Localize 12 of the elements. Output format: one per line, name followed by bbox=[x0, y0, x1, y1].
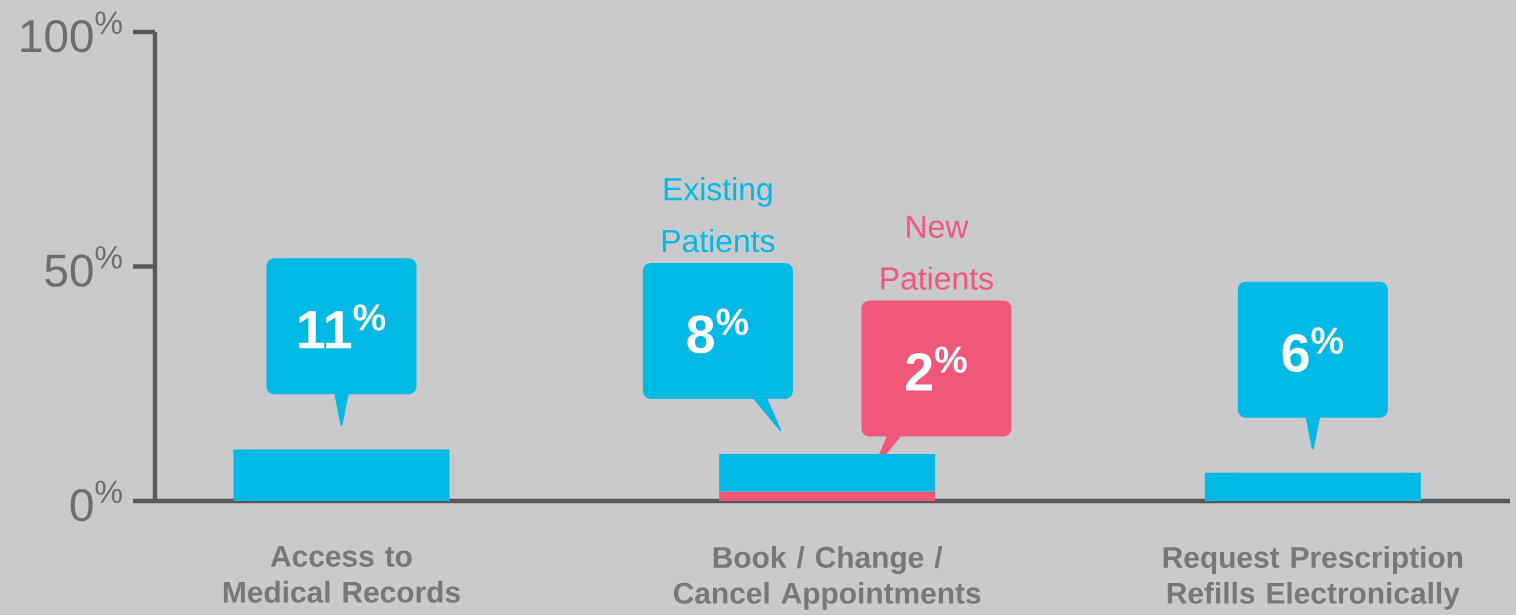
x-tick-label: Book / Change / Cancel Appointments bbox=[673, 546, 981, 610]
y-tick-label: 0$^{%}$ bbox=[70, 480, 122, 522]
y-tick-label: 100$^{%}$ bbox=[21, 11, 122, 53]
data-label: 2$^{%}$ bbox=[906, 346, 967, 391]
x-tick-label: Request Prescription Refills Electronically bbox=[1163, 546, 1463, 610]
y-tick-label: 50$^{%}$ bbox=[45, 246, 122, 287]
x-tick-label: Access to Medical Records bbox=[223, 546, 460, 603]
text: Existing Patients bbox=[662, 177, 775, 253]
data-label: 8$^{%}$ bbox=[687, 308, 749, 354]
data-label: 6$^{%}$ bbox=[1282, 327, 1344, 373]
text: New Patients bbox=[881, 215, 993, 290]
data-label: 11$^{%}$ bbox=[299, 304, 386, 349]
